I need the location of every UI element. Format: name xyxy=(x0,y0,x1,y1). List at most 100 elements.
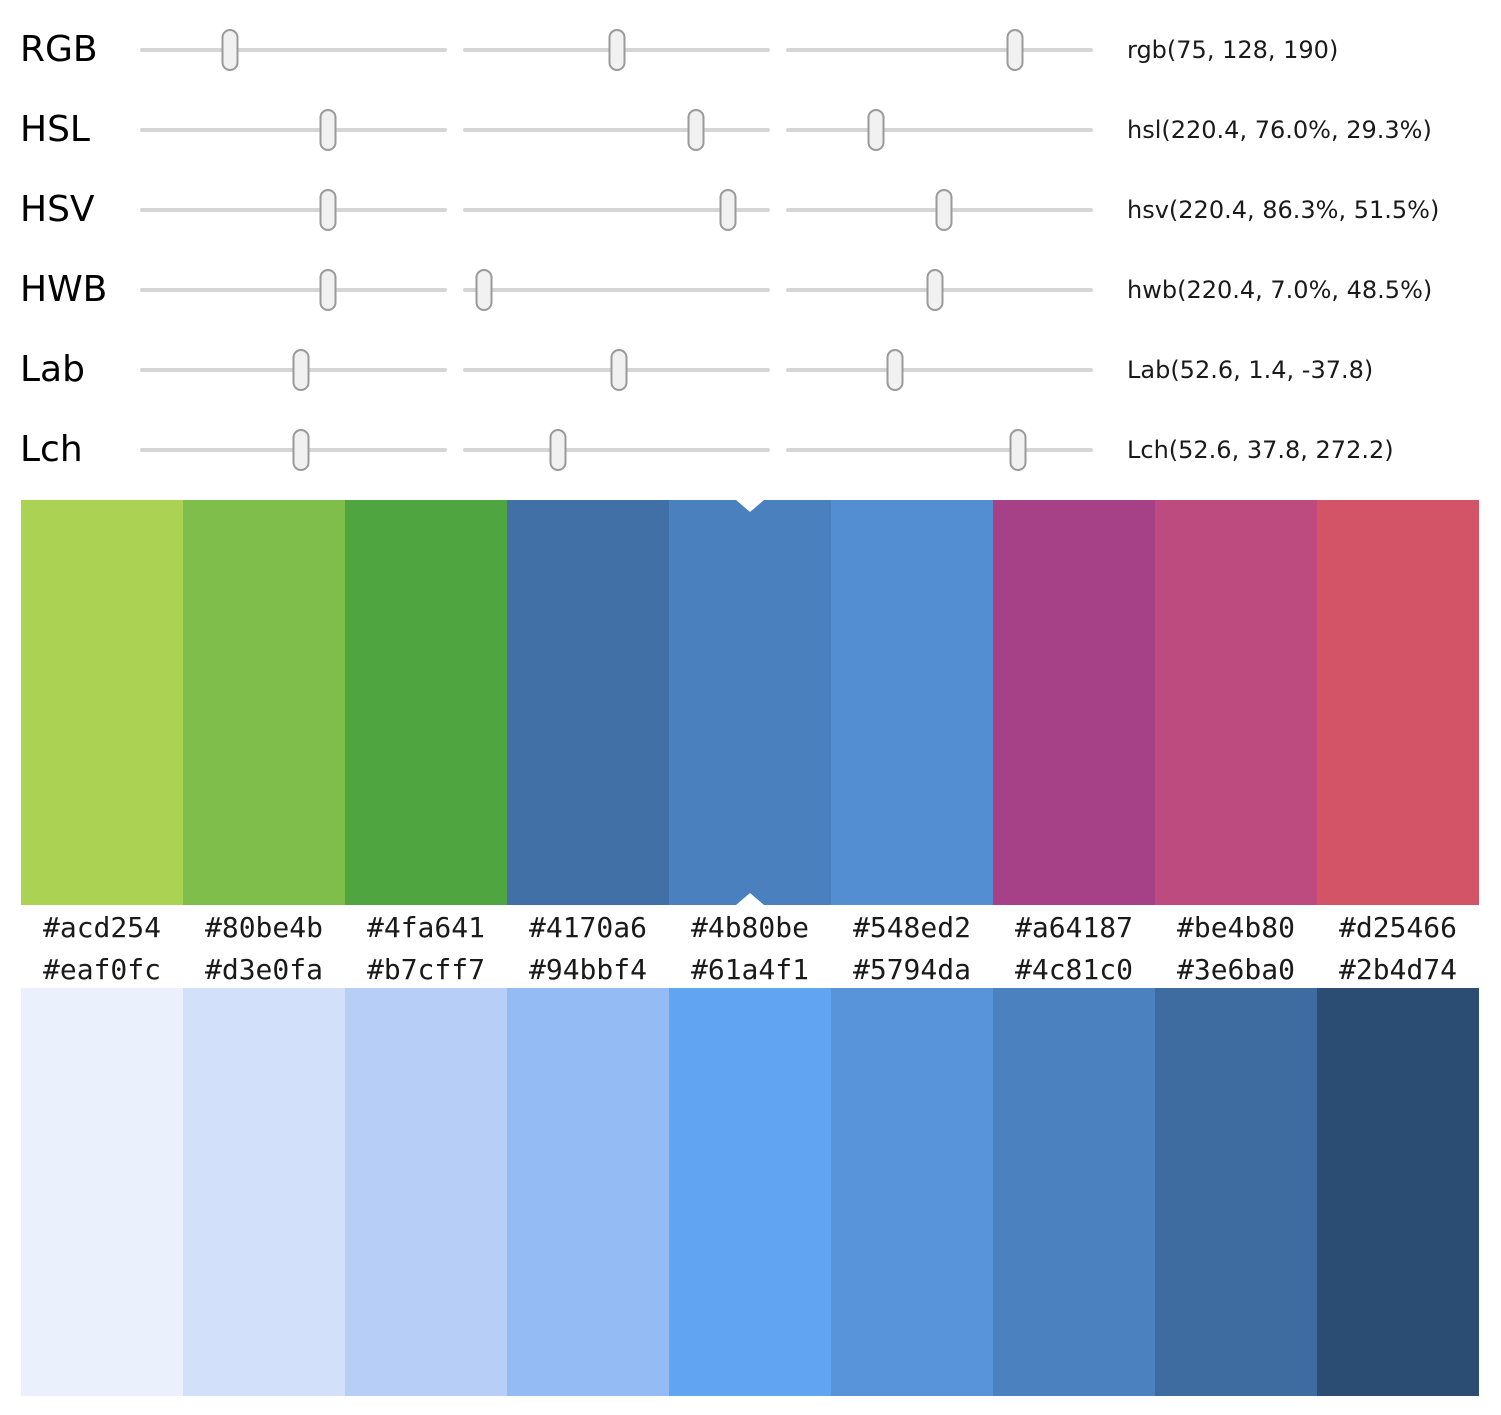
lab-slider-1[interactable] xyxy=(140,330,447,410)
hex-label: #be4b80 xyxy=(1176,911,1295,944)
slider-track[interactable] xyxy=(463,208,770,212)
hex-label: #d3e0fa xyxy=(204,952,323,986)
hue-swatch[interactable] xyxy=(21,500,183,905)
hsl-value-text: hsl(220.4, 76.0%, 29.3%) xyxy=(1127,116,1432,144)
hex-label: #5794da xyxy=(852,952,971,986)
color-sliders-panel: RGB rgb(75, 128, 190) HSL hsl(220.4, xyxy=(0,0,1501,490)
slider-row-hsl: HSL hsl(220.4, 76.0%, 29.3%) xyxy=(0,90,1501,170)
slider-track[interactable] xyxy=(463,448,770,452)
slider-row-label: HWB xyxy=(20,269,108,310)
hue-swatch-selected[interactable] xyxy=(669,500,831,905)
lch-value-text: Lch(52.6, 37.8, 272.2) xyxy=(1127,436,1394,464)
hue-swatch[interactable] xyxy=(507,500,669,905)
slider-thumb[interactable] xyxy=(610,349,628,391)
shade-swatch[interactable] xyxy=(1317,988,1479,1396)
hsl-slider-3[interactable] xyxy=(786,90,1093,170)
hsv-slider-2[interactable] xyxy=(463,170,770,250)
hex-label: #b7cff7 xyxy=(366,952,485,986)
hsv-slider-3[interactable] xyxy=(786,170,1093,250)
slider-thumb[interactable] xyxy=(292,429,310,471)
rgb-slider-3[interactable] xyxy=(786,10,1093,90)
hue-swatch[interactable] xyxy=(345,500,507,905)
shade-swatch[interactable] xyxy=(507,988,669,1396)
hwb-slider-1[interactable] xyxy=(140,250,447,330)
slider-track[interactable] xyxy=(140,288,447,292)
slider-thumb[interactable] xyxy=(719,189,737,231)
shade-swatch[interactable] xyxy=(21,988,183,1396)
slider-thumb[interactable] xyxy=(687,109,705,151)
shade-swatch[interactable] xyxy=(831,988,993,1396)
slider-row-lab: Lab Lab(52.6, 1.4, -37.8) xyxy=(0,330,1501,410)
rgb-value-text: rgb(75, 128, 190) xyxy=(1127,36,1339,64)
slider-row-label: Lch xyxy=(20,429,83,470)
slider-row-label: HSL xyxy=(20,109,90,150)
slider-track[interactable] xyxy=(786,368,1093,372)
slider-thumb[interactable] xyxy=(926,269,944,311)
hue-swatch[interactable] xyxy=(831,500,993,905)
slider-thumb[interactable] xyxy=(475,269,493,311)
slider-thumb[interactable] xyxy=(935,189,953,231)
slider-row-label: RGB xyxy=(20,29,98,70)
shade-swatch[interactable] xyxy=(993,988,1155,1396)
slider-row-hwb: HWB hwb(220.4, 7.0%, 48.5%) xyxy=(0,250,1501,330)
shade-swatch[interactable] xyxy=(183,988,345,1396)
lab-slider-3[interactable] xyxy=(786,330,1093,410)
slider-thumb[interactable] xyxy=(1006,29,1024,71)
lch-slider-3[interactable] xyxy=(786,410,1093,490)
slider-track[interactable] xyxy=(786,48,1093,52)
slider-row-rgb: RGB rgb(75, 128, 190) xyxy=(0,10,1501,90)
selection-notch-down-icon xyxy=(736,500,764,512)
rgb-slider-2[interactable] xyxy=(463,10,770,90)
hex-label: #4b80be xyxy=(690,911,809,944)
hex-label: #d25466 xyxy=(1338,911,1457,944)
hsv-value-text: hsv(220.4, 86.3%, 51.5%) xyxy=(1127,196,1440,224)
lab-value-text: Lab(52.6, 1.4, -37.8) xyxy=(1127,356,1374,384)
hue-swatch[interactable] xyxy=(993,500,1155,905)
slider-thumb[interactable] xyxy=(221,29,239,71)
hex-label: #eaf0fc xyxy=(42,952,161,986)
shade-swatch[interactable] xyxy=(1155,988,1317,1396)
hwb-value-text: hwb(220.4, 7.0%, 48.5%) xyxy=(1127,276,1433,304)
slider-track[interactable] xyxy=(786,448,1093,452)
hex-label: #3e6ba0 xyxy=(1176,952,1295,986)
lch-slider-1[interactable] xyxy=(140,410,447,490)
slider-row-lch: Lch Lch(52.6, 37.8, 272.2) xyxy=(0,410,1501,490)
slider-thumb[interactable] xyxy=(319,269,337,311)
hex-label: #4170a6 xyxy=(528,911,647,944)
slider-track[interactable] xyxy=(140,128,447,132)
slider-row-label: HSV xyxy=(20,189,95,230)
hex-label: #80be4b xyxy=(204,911,323,944)
hue-swatch[interactable] xyxy=(1317,500,1479,905)
slider-thumb[interactable] xyxy=(1009,429,1027,471)
shade-swatch[interactable] xyxy=(345,988,507,1396)
hsl-slider-2[interactable] xyxy=(463,90,770,170)
slider-row-label: Lab xyxy=(20,349,85,390)
hue-swatch[interactable] xyxy=(1155,500,1317,905)
hex-label: #548ed2 xyxy=(852,911,971,944)
hsl-slider-1[interactable] xyxy=(140,90,447,170)
slider-track[interactable] xyxy=(140,48,447,52)
slider-thumb[interactable] xyxy=(319,109,337,151)
slider-track[interactable] xyxy=(463,288,770,292)
slider-thumb[interactable] xyxy=(886,349,904,391)
slider-track[interactable] xyxy=(463,128,770,132)
slider-track[interactable] xyxy=(786,128,1093,132)
slider-track[interactable] xyxy=(140,208,447,212)
hue-swatch[interactable] xyxy=(183,500,345,905)
hwb-slider-3[interactable] xyxy=(786,250,1093,330)
slider-thumb[interactable] xyxy=(292,349,310,391)
rgb-slider-1[interactable] xyxy=(140,10,447,90)
shade-palette xyxy=(21,988,1479,1396)
hwb-slider-2[interactable] xyxy=(463,250,770,330)
slider-thumb[interactable] xyxy=(608,29,626,71)
hex-label: #94bbf4 xyxy=(528,952,647,986)
hex-label: #61a4f1 xyxy=(690,952,809,986)
hex-label: #4c81c0 xyxy=(1014,952,1133,986)
hsv-slider-1[interactable] xyxy=(140,170,447,250)
lab-slider-2[interactable] xyxy=(463,330,770,410)
slider-thumb[interactable] xyxy=(549,429,567,471)
slider-thumb[interactable] xyxy=(867,109,885,151)
shade-swatch[interactable] xyxy=(669,988,831,1396)
slider-thumb[interactable] xyxy=(319,189,337,231)
lch-slider-2[interactable] xyxy=(463,410,770,490)
